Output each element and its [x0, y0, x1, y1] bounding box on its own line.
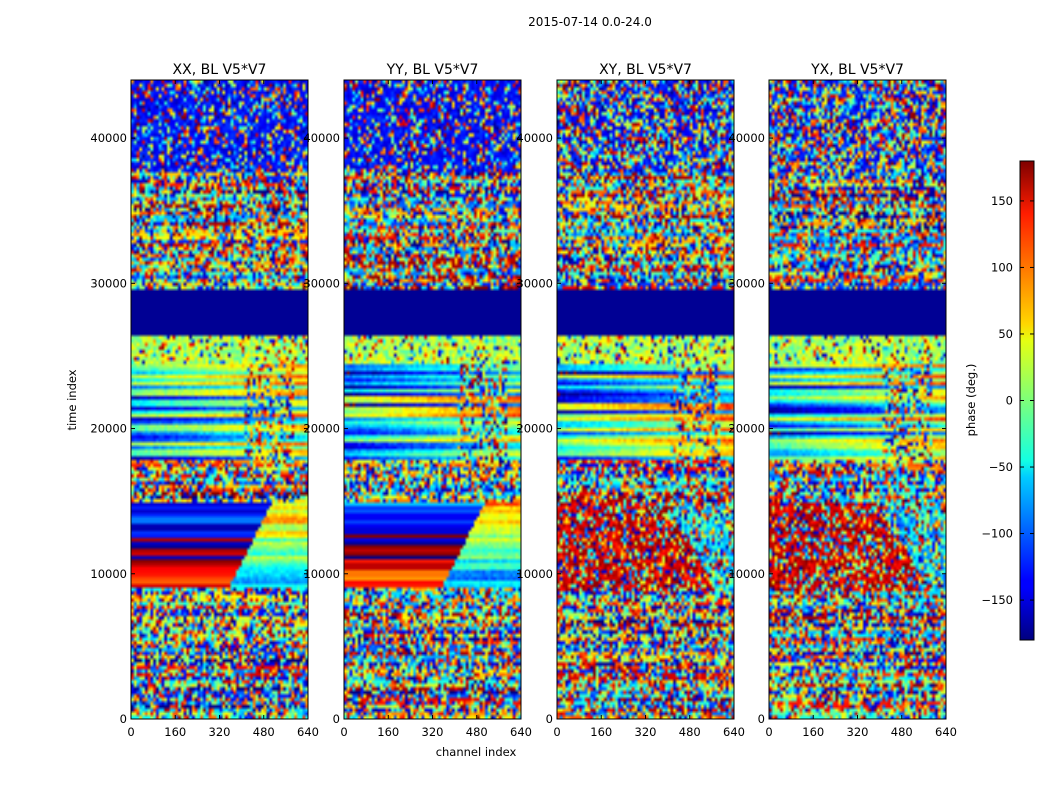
panel-title-2: YY, BL V5*V7 [386, 62, 479, 78]
colorbar-tick-label: −150 [981, 593, 1013, 607]
y-tick-label: 40000 [303, 131, 340, 145]
heatmap-panels: XX, BL V5*V7 0 160 320 480 640 0 10000 20000 3000… [90, 62, 957, 739]
panel-title-4: YX, BL V5*V7 [810, 62, 904, 78]
x-tick-label: 0 [127, 725, 134, 739]
colorbar-tick-label: 100 [991, 260, 1013, 274]
y-tick-label: 10000 [303, 567, 340, 581]
x-tick-label: 320 [422, 725, 444, 739]
heatmap-image-2 [344, 80, 521, 719]
y-tick-label: 40000 [516, 131, 553, 145]
colorbar-tick-label: 150 [991, 194, 1013, 208]
panel-title-1: XX, BL V5*V7 [173, 62, 267, 78]
colorbar-tick-label: −100 [981, 527, 1013, 541]
y-tick-label: 10000 [90, 567, 127, 581]
x-tick-label: 160 [590, 725, 612, 739]
x-tick-label: 160 [377, 725, 399, 739]
y-tick-label: 20000 [303, 422, 340, 436]
colorbar-tick-label: 50 [998, 327, 1013, 341]
colorbar-label: phase (deg.) [964, 364, 978, 437]
colorbar: 150 100 50 0 −50 −100 −150 phase (deg.) [964, 160, 1035, 641]
x-tick-label: 480 [679, 725, 701, 739]
x-tick-label: 0 [765, 725, 772, 739]
y-tick-label: 0 [758, 712, 765, 726]
x-tick-label: 480 [253, 725, 275, 739]
y-tick-label: 10000 [516, 567, 553, 581]
y-axis-label: time index [65, 369, 79, 430]
panel-3: XY, BL V5*V7 0 160 320 480 640 0 10000 20000 3000… [516, 62, 745, 739]
heatmap-image-1 [131, 80, 308, 719]
y-tick-label: 30000 [516, 276, 553, 290]
y-tick-label: 30000 [728, 276, 765, 290]
x-tick-label: 160 [802, 725, 824, 739]
x-tick-label: 320 [635, 725, 657, 739]
x-tick-label: 0 [340, 725, 347, 739]
y-tick-label: 40000 [90, 131, 127, 145]
panel-1: XX, BL V5*V7 0 160 320 480 640 0 10000 20000 3000… [90, 62, 319, 739]
y-tick-label: 10000 [728, 567, 765, 581]
y-tick-label: 20000 [90, 422, 127, 436]
x-tick-label: 640 [935, 725, 957, 739]
heatmap-image-3 [557, 80, 734, 719]
y-tick-label: 0 [333, 712, 340, 726]
x-tick-label: 640 [510, 725, 532, 739]
panel-2: YY, BL V5*V7 0 160 320 480 640 0 10000 20000 3000… [303, 62, 532, 739]
heatmap-image-4 [769, 80, 946, 719]
colorbar-tick-label: −50 [989, 460, 1013, 474]
panel-4: YX, BL V5*V7 0 160 320 480 640 0 10000 20000 3000… [728, 62, 957, 739]
x-tick-label: 160 [164, 725, 186, 739]
colorbar-ticks: 150 100 50 0 −50 −100 −150 [981, 194, 1034, 607]
x-tick-label: 640 [723, 725, 745, 739]
x-tick-label: 0 [553, 725, 560, 739]
y-tick-label: 0 [546, 712, 553, 726]
y-tick-label: 20000 [516, 422, 553, 436]
y-tick-label: 20000 [728, 422, 765, 436]
x-tick-label: 480 [891, 725, 913, 739]
x-tick-label: 320 [209, 725, 231, 739]
x-axis-label: channel index [436, 745, 517, 759]
x-tick-label: 640 [297, 725, 319, 739]
y-tick-label: 30000 [303, 276, 340, 290]
y-tick-label: 40000 [728, 131, 765, 145]
figure-suptitle: 2015-07-14 0.0-24.0 [528, 15, 652, 29]
y-tick-label: 30000 [90, 276, 127, 290]
x-tick-label: 320 [847, 725, 869, 739]
x-tick-label: 480 [466, 725, 488, 739]
y-tick-label: 0 [120, 712, 127, 726]
colorbar-tick-label: 0 [1006, 394, 1013, 408]
panel-title-3: XY, BL V5*V7 [599, 62, 692, 78]
